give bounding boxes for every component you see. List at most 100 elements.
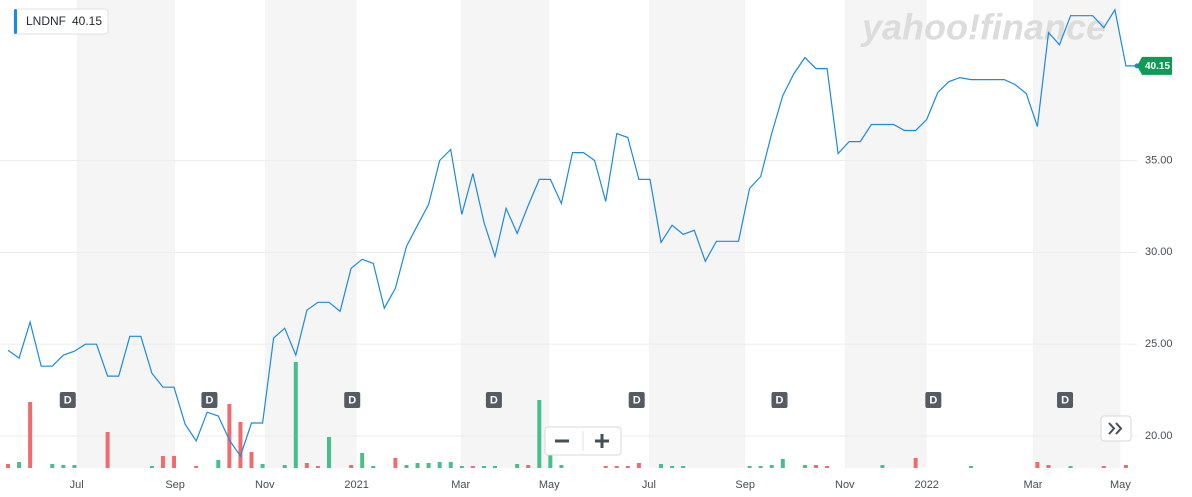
volume-bar bbox=[603, 466, 608, 468]
volume-bar bbox=[72, 465, 77, 468]
volume-bar bbox=[747, 466, 752, 468]
volume-bar bbox=[149, 466, 154, 468]
scroll-forward[interactable] bbox=[1100, 415, 1132, 442]
volume-bar bbox=[238, 422, 243, 468]
x-tick-label: Mar bbox=[451, 479, 470, 491]
volume-bar bbox=[481, 466, 486, 468]
event-marker bbox=[1057, 392, 1074, 408]
volume-bar bbox=[194, 466, 199, 468]
event-label: D bbox=[205, 394, 213, 406]
volume-bar bbox=[559, 465, 564, 468]
scroll-icon bbox=[1108, 422, 1123, 435]
volume-bar bbox=[493, 466, 498, 468]
volume-bar bbox=[315, 466, 320, 468]
volume-bar bbox=[349, 465, 354, 468]
watermark: yahoo!finance bbox=[860, 7, 1106, 48]
volume-bar bbox=[681, 466, 686, 468]
volume-bar bbox=[614, 466, 619, 468]
volume-bar bbox=[459, 466, 464, 468]
y-tick-label: 20.00 bbox=[1145, 430, 1173, 442]
volume-bar bbox=[913, 458, 918, 468]
axis: 20.00 25.00 30.00 35.00 Jul Sep Nov 2021 Mar May J… bbox=[70, 56, 1173, 491]
volume-bar bbox=[282, 465, 287, 468]
event-label: D bbox=[929, 394, 937, 406]
volume-bar bbox=[526, 465, 531, 468]
legend-name: LNDNF bbox=[26, 14, 66, 28]
volume-bar bbox=[880, 465, 885, 468]
x-tick-label: Nov bbox=[255, 479, 275, 491]
volume-bar bbox=[1101, 466, 1106, 468]
shade-band bbox=[648, 0, 746, 468]
volume bbox=[6, 362, 1128, 468]
x-tick-label: Jul bbox=[70, 479, 84, 491]
event-marker bbox=[485, 392, 502, 408]
y-tick-label: 25.00 bbox=[1145, 338, 1173, 350]
price-badge bbox=[1137, 56, 1172, 75]
x-tick-label: May bbox=[539, 479, 560, 491]
volume-bar bbox=[216, 460, 221, 468]
volume-bar bbox=[326, 437, 331, 468]
volume-bar bbox=[371, 466, 376, 468]
x-tick-label: 2021 bbox=[344, 479, 368, 491]
volume-bar bbox=[227, 404, 232, 468]
x-tick-label: 2022 bbox=[914, 479, 938, 491]
volume-bar bbox=[537, 400, 542, 468]
chip-color bbox=[14, 9, 17, 34]
volume-bar bbox=[802, 465, 807, 468]
shade-band bbox=[460, 0, 550, 468]
x-tick-label: Nov bbox=[835, 479, 855, 491]
volume-bar bbox=[360, 453, 365, 468]
shade-band bbox=[76, 0, 176, 468]
zoom-in[interactable] bbox=[595, 434, 609, 448]
volume-bar bbox=[426, 463, 431, 468]
volume-bar bbox=[1046, 465, 1051, 468]
x-tick-label: Jul bbox=[642, 479, 656, 491]
volume-bar bbox=[437, 462, 442, 468]
volume-bar bbox=[304, 463, 309, 468]
zoom-control bbox=[544, 426, 622, 456]
price-badge-label: 40.15 bbox=[1145, 61, 1170, 72]
volume-bar bbox=[28, 402, 33, 468]
volume-bar bbox=[548, 454, 553, 468]
volume-bar bbox=[404, 465, 409, 468]
volume-bar bbox=[50, 464, 55, 468]
volume-bar bbox=[780, 459, 785, 468]
volume-bar bbox=[448, 462, 453, 468]
legend-chip[interactable]: LNDNF 40.15 bbox=[13, 8, 109, 35]
shade-band bbox=[264, 0, 357, 468]
bands bbox=[76, 0, 1121, 468]
volume-bar bbox=[670, 466, 675, 468]
event-marker bbox=[925, 392, 942, 408]
volume-bar bbox=[1123, 465, 1128, 468]
event-label: D bbox=[776, 394, 784, 406]
legend-value: 40.15 bbox=[72, 14, 102, 28]
y-tick-label: 35.00 bbox=[1145, 154, 1173, 166]
volume-bar bbox=[758, 466, 763, 468]
price-line bbox=[7, 8, 1137, 458]
event-marker bbox=[771, 392, 788, 408]
event-label: D bbox=[348, 394, 356, 406]
event-label: D bbox=[490, 394, 498, 406]
shade-band bbox=[1032, 0, 1121, 468]
price-line bbox=[7, 8, 1137, 458]
volume-bar bbox=[636, 463, 641, 468]
volume-bar bbox=[260, 464, 265, 468]
volume-bar bbox=[105, 432, 110, 468]
volume-bar bbox=[61, 465, 66, 468]
volume-bar bbox=[293, 362, 298, 468]
event-marker bbox=[201, 392, 218, 408]
x-tick-label: Mar bbox=[1023, 479, 1042, 491]
volume-bar bbox=[1068, 466, 1073, 468]
volume-bar bbox=[249, 452, 254, 468]
volume-bar bbox=[769, 465, 774, 468]
event-marker bbox=[628, 392, 645, 408]
x-tick-label: Sep bbox=[735, 479, 755, 491]
event-marker bbox=[59, 392, 76, 408]
x-tick-label: May bbox=[1110, 479, 1131, 491]
volume-bar bbox=[6, 464, 10, 468]
scroll-box bbox=[1100, 415, 1132, 442]
event-marker bbox=[344, 392, 361, 408]
